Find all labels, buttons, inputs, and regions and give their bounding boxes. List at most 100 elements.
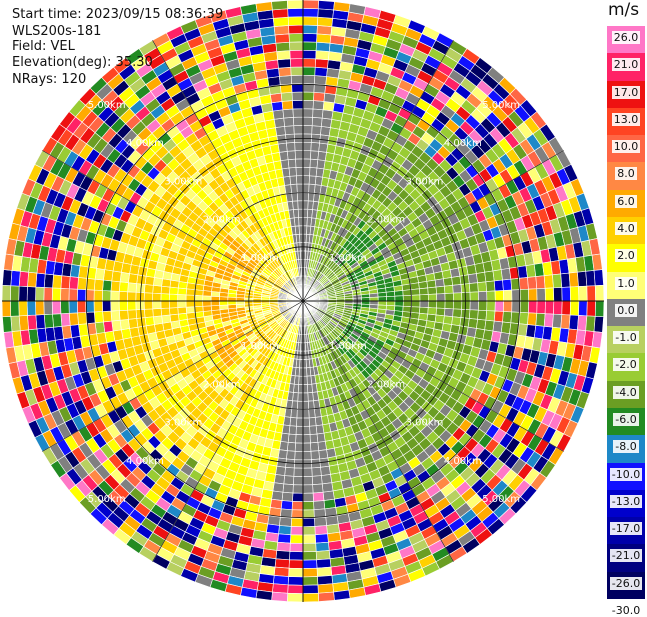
velocity-gate	[296, 435, 303, 444]
velocity-gate	[296, 167, 303, 176]
velocity-gate	[128, 283, 137, 293]
velocity-gate	[570, 287, 579, 301]
velocity-gate	[316, 42, 330, 51]
velocity-gate	[303, 33, 317, 42]
velocity-gate	[178, 307, 187, 314]
velocity-gate	[272, 592, 288, 602]
velocity-gate	[307, 376, 312, 385]
velocity-gate	[314, 76, 326, 85]
velocity-gate	[274, 25, 289, 34]
velocity-gate	[287, 0, 303, 9]
velocity-gate	[295, 151, 303, 160]
velocity-gate	[277, 542, 291, 551]
velocity-gate	[419, 281, 428, 288]
velocity-gate	[303, 535, 316, 544]
velocity-gate	[94, 290, 103, 301]
velocity-gate	[69, 313, 78, 326]
velocity-gate	[478, 291, 487, 301]
velocity-gate	[276, 550, 290, 559]
range-label: 4.00km	[444, 138, 482, 149]
velocity-gate	[35, 301, 44, 315]
velocity-gate	[314, 408, 321, 417]
range-label: 5.00km	[482, 494, 520, 505]
velocity-gate	[412, 301, 421, 307]
velocity-gate	[128, 318, 137, 328]
velocity-gate	[410, 283, 419, 290]
velocity-gate	[317, 567, 332, 576]
velocity-gate	[303, 209, 308, 217]
velocity-gate	[52, 301, 61, 314]
velocity-gate	[478, 282, 487, 292]
velocity-gate	[153, 308, 162, 316]
velocity-gate	[486, 311, 495, 321]
colorbar-tick-label: 6.0	[607, 196, 645, 208]
velocity-gate	[274, 474, 284, 484]
colorbar-tick-label: 17.0	[607, 87, 645, 99]
velocity-gate	[161, 301, 170, 308]
velocity-gate	[303, 50, 316, 59]
velocity-gate	[287, 442, 295, 451]
velocity-gate	[303, 443, 311, 452]
velocity-gate	[211, 301, 219, 306]
velocity-gate	[394, 291, 403, 297]
velocity-gate	[194, 295, 202, 301]
velocity-gate	[303, 401, 309, 409]
velocity-gate	[553, 287, 562, 301]
velocity-gate	[256, 590, 272, 600]
colorbar-tick-label: -21.0	[607, 550, 645, 562]
velocity-gate	[303, 159, 310, 168]
velocity-gate	[292, 192, 298, 201]
range-label: 1.00km	[241, 341, 279, 352]
colorbar-tick-label: -8.0	[607, 441, 645, 453]
velocity-gate	[303, 75, 315, 84]
velocity-gate	[69, 289, 78, 301]
velocity-gate	[4, 254, 14, 270]
velocity-gate	[303, 384, 308, 392]
device-name-text: WLS200s-181	[12, 25, 101, 38]
velocity-gate	[228, 301, 236, 305]
velocity-gate	[287, 151, 295, 160]
velocity-gate	[519, 277, 528, 289]
velocity-gate	[312, 117, 322, 126]
velocity-gate	[299, 226, 303, 234]
range-label: 4.00km	[126, 456, 164, 467]
velocity-gate	[282, 492, 293, 501]
velocity-gate	[303, 142, 311, 151]
velocity-gate	[462, 292, 471, 301]
velocity-gate	[553, 301, 562, 315]
velocity-gate	[586, 316, 596, 332]
velocity-gate	[289, 42, 303, 51]
velocity-gate	[495, 290, 504, 301]
velocity-gate	[562, 301, 571, 315]
velocity-gate	[579, 301, 588, 316]
velocity-gate	[528, 301, 537, 313]
velocity-gate	[561, 315, 570, 329]
velocity-gate	[476, 319, 486, 329]
velocity-gate	[318, 0, 334, 10]
velocity-gate	[562, 287, 571, 301]
velocity-gate	[478, 301, 487, 311]
velocity-gate	[94, 301, 103, 312]
velocity-gate	[144, 301, 153, 309]
velocity-gate	[311, 451, 320, 460]
velocity-gate	[316, 542, 330, 551]
velocity-gate	[186, 307, 195, 314]
velocity-gate	[288, 17, 303, 26]
velocity-gate	[545, 301, 554, 314]
velocity-gate	[178, 301, 187, 308]
velocity-gate	[111, 311, 120, 321]
velocity-gate	[294, 134, 303, 143]
velocity-gate	[289, 560, 303, 569]
velocity-gate	[317, 25, 332, 34]
velocity-gate	[317, 433, 325, 442]
velocity-gate	[281, 92, 292, 101]
velocity-gate	[303, 167, 310, 176]
velocity-gate	[120, 272, 130, 282]
velocity-gate	[111, 291, 120, 301]
velocity-gate	[294, 218, 299, 227]
velocity-gate	[136, 301, 145, 310]
velocity-gate	[592, 254, 602, 270]
velocity-gate	[453, 284, 462, 293]
velocity-gate	[278, 534, 291, 543]
start-time-text: Start time: 2023/09/15 08:36:39	[12, 8, 223, 21]
